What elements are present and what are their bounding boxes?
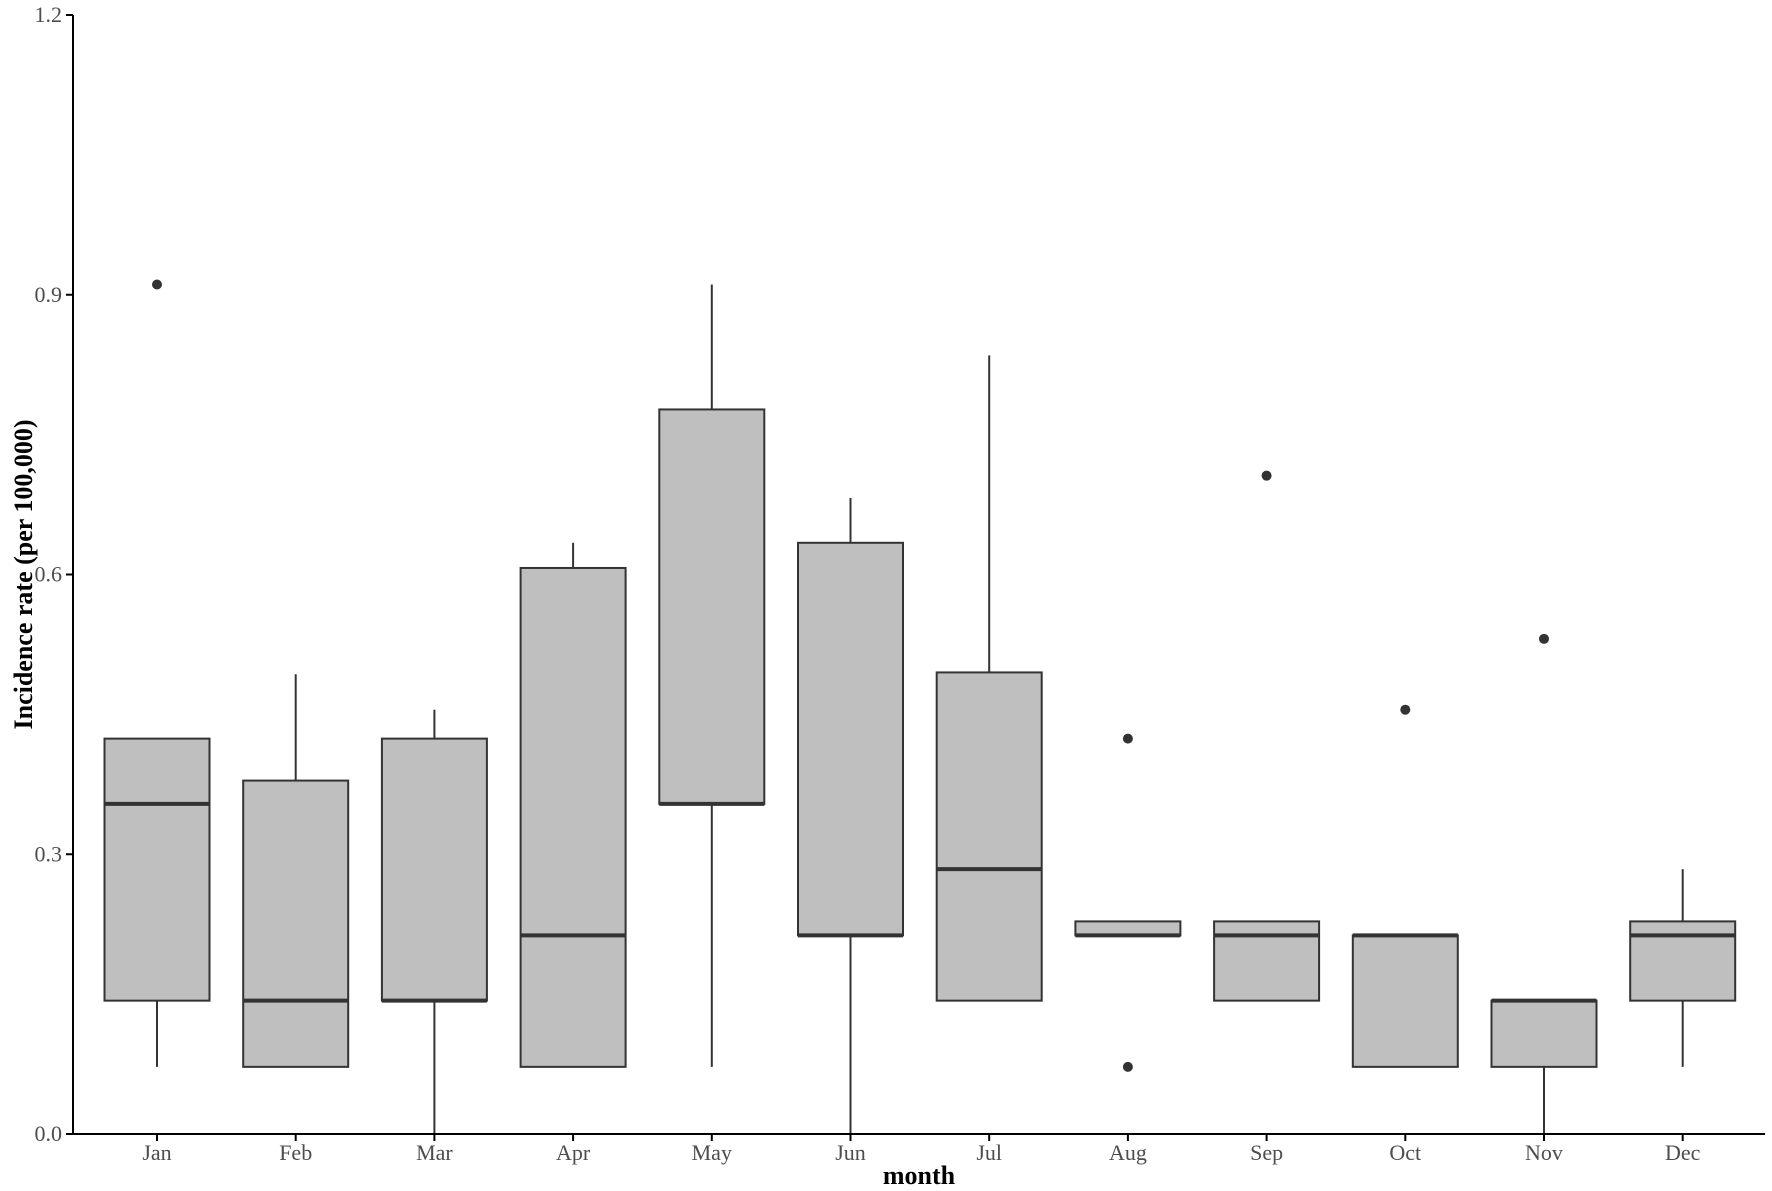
x-tick-label: Oct — [1389, 1140, 1421, 1165]
iqr-box — [1490, 999, 1598, 1068]
y-tick-label: 0.6 — [35, 562, 63, 587]
plot-area — [103, 279, 1737, 1134]
outlier-point — [1261, 470, 1272, 481]
x-tick-label: Aug — [1109, 1140, 1147, 1165]
box-apr — [519, 542, 627, 1068]
iqr-box — [103, 737, 211, 1002]
box-jul — [935, 355, 1043, 1002]
x-tick-label: Mar — [416, 1140, 453, 1165]
outliers-layer — [152, 279, 1549, 1072]
box-dec — [1629, 869, 1737, 1067]
iqr-box — [1629, 920, 1737, 1002]
box-jun — [797, 498, 904, 1134]
iqr-box — [380, 737, 488, 1002]
box-jan — [103, 737, 211, 1067]
x-tick-label: Apr — [556, 1140, 591, 1165]
boxes-layer — [103, 284, 1737, 1134]
y-axis-title: Incidence rate (per 100,000) — [9, 419, 38, 729]
outlier-point — [152, 279, 162, 290]
y-tick-label: 0.0 — [35, 1121, 63, 1146]
iqr-box — [935, 671, 1043, 1002]
box-mar — [380, 709, 488, 1134]
outlier-point — [1122, 1061, 1133, 1072]
iqr-box — [1351, 934, 1459, 1068]
box-oct — [1351, 933, 1459, 1068]
iqr-box — [1213, 920, 1321, 1002]
box-aug — [1074, 920, 1182, 938]
x-tick-label: May — [692, 1140, 732, 1165]
x-tick-label: Dec — [1665, 1140, 1701, 1165]
iqr-box — [242, 779, 350, 1068]
x-tick-label: Jan — [142, 1140, 171, 1165]
iqr-box — [797, 541, 904, 937]
y-tick-label: 0.9 — [35, 282, 63, 307]
y-tick-label: 1.2 — [35, 2, 63, 27]
x-tick-label: Jul — [976, 1140, 1002, 1165]
outlier-point — [1122, 733, 1133, 744]
iqr-box — [658, 408, 766, 805]
box-feb — [242, 674, 350, 1068]
iqr-box — [1074, 920, 1182, 937]
x-tick-label: Feb — [279, 1140, 312, 1165]
y-tick-label: 0.3 — [35, 841, 63, 866]
x-axis-ticks: Jan Feb Mar Apr May Jun Jul Aug Sep Oct Nov Dec — [142, 1134, 1701, 1165]
x-tick-label: Nov — [1525, 1140, 1563, 1165]
box-sep — [1213, 920, 1321, 1002]
box-nov — [1490, 998, 1598, 1134]
y-axis-ticks: 0.0 0.3 0.6 0.9 1.2 — [35, 2, 73, 1146]
iqr-box — [519, 566, 627, 1068]
box-may — [658, 284, 766, 1067]
outlier-point — [1539, 633, 1549, 644]
x-tick-label: Sep — [1250, 1140, 1283, 1165]
outlier-point — [1400, 704, 1411, 715]
x-tick-label: Jun — [835, 1140, 866, 1165]
x-axis-title: month — [883, 1161, 956, 1190]
